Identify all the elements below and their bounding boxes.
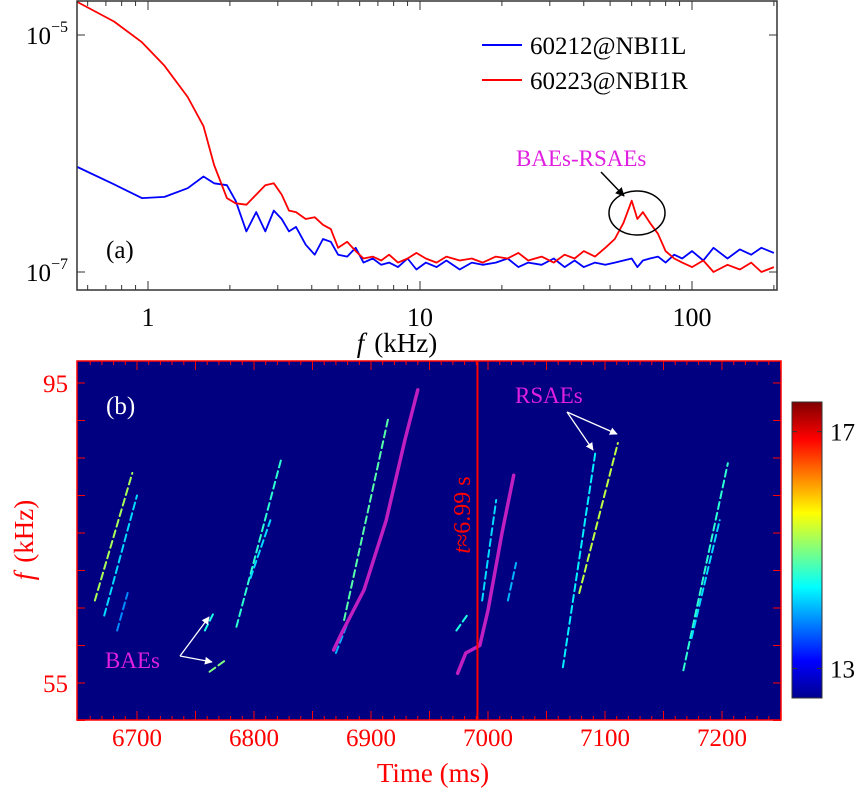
x-axis-label: Time (ms) xyxy=(377,758,489,788)
mode-ridge xyxy=(208,658,229,673)
annotation-baes: BAEs xyxy=(105,648,160,673)
x-tick-label: 6800 xyxy=(229,725,279,752)
x-tick-label: 100 xyxy=(673,303,712,332)
x-tick-label: 10 xyxy=(407,303,433,332)
mode-ridge xyxy=(561,449,597,669)
panel-label-a: (a) xyxy=(106,237,134,264)
y-tick-exponent: −7 xyxy=(51,256,68,273)
y-tick-label: 95 xyxy=(43,371,68,398)
legend: 60212@NBI1L 60223@NBI1R xyxy=(482,33,688,95)
mode-ridge xyxy=(93,472,134,602)
mode-ridge xyxy=(690,519,721,639)
y-axis-label: f (kHz) xyxy=(9,500,39,580)
axes-frame xyxy=(76,360,782,721)
annotation-circle xyxy=(608,190,666,236)
mode-ridge xyxy=(481,499,498,602)
annotation-arrow xyxy=(179,616,210,657)
colorbar: 13 17 xyxy=(791,401,855,699)
panel-b: 6700 6800 6900 7000 7100 7200 55 95 Time (ms) f (k… xyxy=(9,360,855,788)
y-tick-base: 10 xyxy=(26,260,51,287)
y-tick-exponent: −5 xyxy=(51,19,68,36)
annotation-rsaes: RSAEs xyxy=(515,383,583,408)
x-tick-label: 7200 xyxy=(697,725,747,752)
annotation-arrow xyxy=(600,171,625,197)
x-tick-label: 7000 xyxy=(463,725,513,752)
x-tick-label: 1 xyxy=(142,303,155,332)
mode-ridge xyxy=(343,415,390,621)
series-group xyxy=(77,1,775,273)
annotation-arrow xyxy=(566,411,618,435)
spectrogram-background xyxy=(77,361,781,720)
panel-label-b: (b) xyxy=(106,393,135,420)
y-tick-label: 10−7 xyxy=(26,256,68,287)
y-axis-unit: (kHz) xyxy=(9,500,39,563)
series-line-red xyxy=(77,1,775,273)
time-marker-value: ≈6.99 s xyxy=(450,476,476,547)
annotation-arrow xyxy=(179,655,213,665)
mode-ridge xyxy=(682,462,729,672)
x-axis-unit: (kHz) xyxy=(374,328,437,358)
mode-ridge xyxy=(578,442,619,594)
time-marker-label: t≈6.99 s xyxy=(450,476,476,553)
frequency-fit-curve xyxy=(331,388,420,652)
y-tick-label: 10−5 xyxy=(26,19,68,50)
mode-ridge xyxy=(203,610,216,632)
spectrogram-content xyxy=(93,361,729,720)
mode-ridge xyxy=(455,614,468,632)
x-tick-label: 7100 xyxy=(580,725,630,752)
x-tick-label: 6700 xyxy=(112,725,162,752)
x-tick-label: 6900 xyxy=(346,725,396,752)
mode-ridge xyxy=(103,494,138,617)
y-tick-base: 10 xyxy=(26,23,51,50)
mode-ridge xyxy=(235,459,282,628)
mode-ridge xyxy=(506,562,518,602)
mode-ridge xyxy=(116,592,129,632)
frequency-fit-curve xyxy=(455,473,516,676)
colorbar-tick-label: 17 xyxy=(830,420,855,447)
colorbar-tick-label: 13 xyxy=(830,656,855,683)
mode-ridge xyxy=(249,519,272,579)
series-line-blue xyxy=(77,166,775,271)
annotation-baes-rsaes: BAEs-RSAEs xyxy=(516,146,646,171)
time-marker-symbol: t xyxy=(450,546,476,554)
y-tick-label: 55 xyxy=(43,671,68,698)
annotation-arrow xyxy=(566,411,594,451)
legend-entry: 60223@NBI1R xyxy=(530,68,688,95)
legend-entry: 60212@NBI1L xyxy=(530,33,686,60)
y-axis-symbol: f xyxy=(9,569,39,580)
x-axis-label: f (kHz) xyxy=(357,328,437,358)
axes-frame xyxy=(76,0,778,291)
x-axis-symbol: f xyxy=(357,328,368,358)
colorbar-gradient xyxy=(791,401,823,699)
plot-area xyxy=(77,1,777,290)
